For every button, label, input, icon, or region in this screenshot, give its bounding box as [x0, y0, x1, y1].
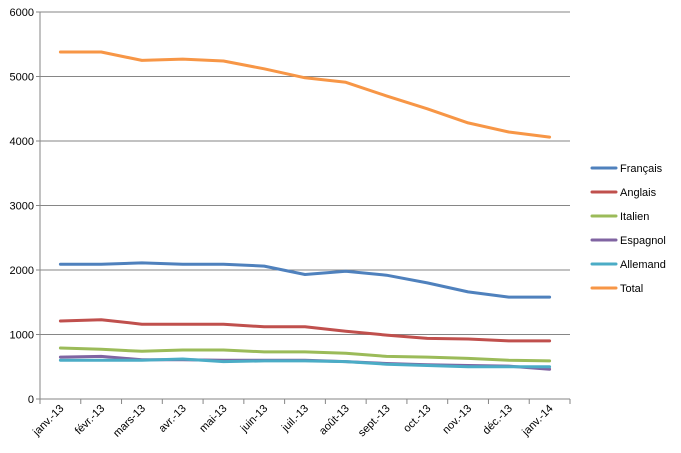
- series-line: [58, 318, 552, 343]
- x-tick-label: oct.-13: [401, 403, 433, 435]
- x-tick-label: janv.-13: [30, 403, 66, 439]
- x-tick-label: sept.-13: [356, 403, 393, 440]
- legend-label: Total: [620, 283, 643, 295]
- x-tick-label: mai-13: [197, 403, 229, 435]
- x-tick-label: janv.-14: [519, 403, 555, 439]
- x-tick-label: févr.-13: [73, 403, 107, 437]
- y-tick-label: 0: [28, 394, 34, 406]
- legend-label: Espagnol: [620, 235, 666, 247]
- x-tick-label: nov.-13: [440, 403, 474, 437]
- series-line: [58, 261, 552, 299]
- x-tick-label: juin-13: [238, 403, 271, 436]
- legend-label: Français: [620, 163, 663, 175]
- legend: Français Anglais Italien Espagnol Allemand To…: [590, 163, 666, 295]
- x-tick-label: avr.-13: [157, 403, 189, 435]
- y-axis-ticks: 0 1000 2000 3000 4000 5000 6000: [10, 7, 40, 406]
- series-lines: [58, 50, 552, 371]
- x-tick-label: juil.-13: [279, 403, 311, 435]
- y-tick-label: 1000: [10, 330, 34, 342]
- series-line: [58, 50, 552, 139]
- series-line: [58, 346, 552, 363]
- series-line: [58, 357, 552, 369]
- y-tick-label: 2000: [10, 265, 34, 277]
- x-tick-label: déc.-13: [481, 403, 515, 437]
- y-tick-label: 6000: [10, 7, 34, 19]
- y-tick-label: 3000: [10, 201, 34, 213]
- gridlines: [40, 11, 570, 335]
- legend-label: Anglais: [620, 187, 657, 199]
- y-tick-label: 4000: [10, 136, 34, 148]
- y-tick-label: 5000: [10, 72, 34, 84]
- legend-label: Allemand: [620, 259, 666, 271]
- x-axis-ticks: janv.-13 févr.-13 mars-13 avr.-13 mai-13 juin…: [30, 399, 571, 440]
- x-tick-label: mars-13: [111, 403, 148, 440]
- x-tick-label: août-13: [317, 403, 352, 438]
- legend-label: Italien: [620, 211, 649, 223]
